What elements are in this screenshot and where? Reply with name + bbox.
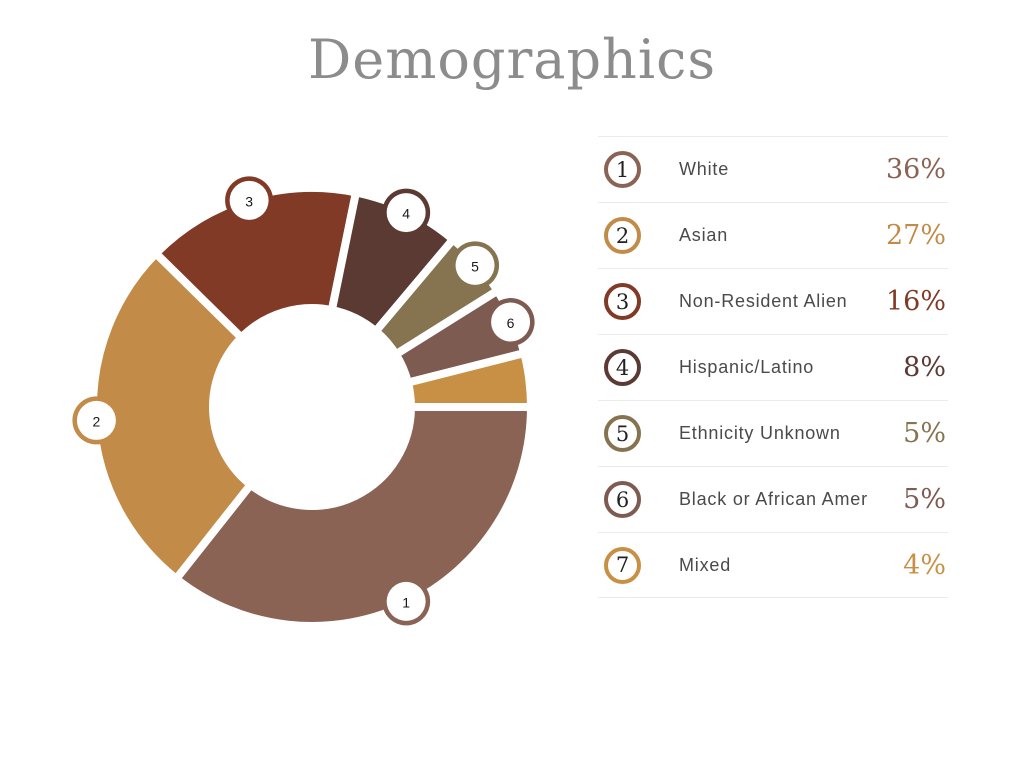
legend-value: 5% [903, 484, 946, 515]
legend-number-badge: 4 [604, 349, 641, 386]
legend-value: 27% [885, 220, 946, 251]
legend-number-badge: 2 [604, 217, 641, 254]
pie-slice-1[interactable] [172, 403, 535, 630]
legend-item[interactable]: 3 Non-Resident Alien 16% [598, 268, 948, 334]
legend-item[interactable]: 2 Asian 27% [598, 202, 948, 268]
legend-value: 8% [903, 352, 946, 383]
legend-value: 16% [885, 286, 946, 317]
slice-marker-1: 1 [382, 577, 431, 626]
legend-item[interactable]: 1 White 36% [598, 136, 948, 202]
legend-item[interactable]: 4 Hispanic/Latino 8% [598, 334, 948, 400]
legend-number-badge: 1 [604, 151, 641, 188]
slice-marker-4: 4 [382, 188, 431, 237]
slice-marker-2: 2 [72, 396, 121, 445]
legend-label: Black or African Amer [679, 489, 868, 509]
legend-number-badge: 6 [604, 481, 641, 518]
page-title: Demographics [307, 28, 717, 91]
slice-marker-6: 6 [486, 298, 535, 347]
slice-marker-number: 6 [507, 315, 515, 331]
legend-number-badge: 3 [604, 283, 641, 320]
pie-slice-3[interactable] [151, 184, 360, 342]
legend-label: Hispanic/Latino [679, 357, 815, 377]
slice-marker-number: 5 [471, 258, 479, 274]
pie-slice-7[interactable] [403, 349, 535, 411]
slice-marker-number: 2 [93, 413, 101, 429]
legend-value: 36% [885, 154, 946, 185]
legend-number-badge: 7 [604, 546, 641, 584]
legend-item[interactable]: 7 Mixed 4% [598, 532, 948, 598]
pie-slice-2[interactable] [89, 249, 255, 583]
slice-marker-number: 1 [402, 594, 410, 610]
legend: 1 White 36% 2 Asian 27% 3 Non-Resident Alien 16%… [598, 136, 948, 598]
slice-marker-number: 4 [402, 206, 410, 222]
legend-item[interactable]: 6 Black or African Amer 5% [598, 466, 948, 532]
legend-value: 5% [903, 418, 946, 449]
legend-label: Non-Resident Alien [679, 291, 848, 311]
legend-label: White [679, 159, 730, 179]
legend-value: 4% [903, 549, 946, 581]
slice-marker-5: 5 [451, 241, 500, 290]
legend-label: Mixed [679, 554, 732, 575]
legend-label: Asian [679, 225, 729, 245]
legend-item[interactable]: 5 Ethnicity Unknown 5% [598, 400, 948, 466]
donut-chart: 1 2 3 4 5 6 [72, 176, 535, 630]
legend-number-badge: 5 [604, 415, 641, 452]
slice-marker-3: 3 [225, 176, 274, 225]
slice-marker-number: 3 [245, 193, 253, 209]
legend-label: Ethnicity Unknown [679, 423, 841, 443]
